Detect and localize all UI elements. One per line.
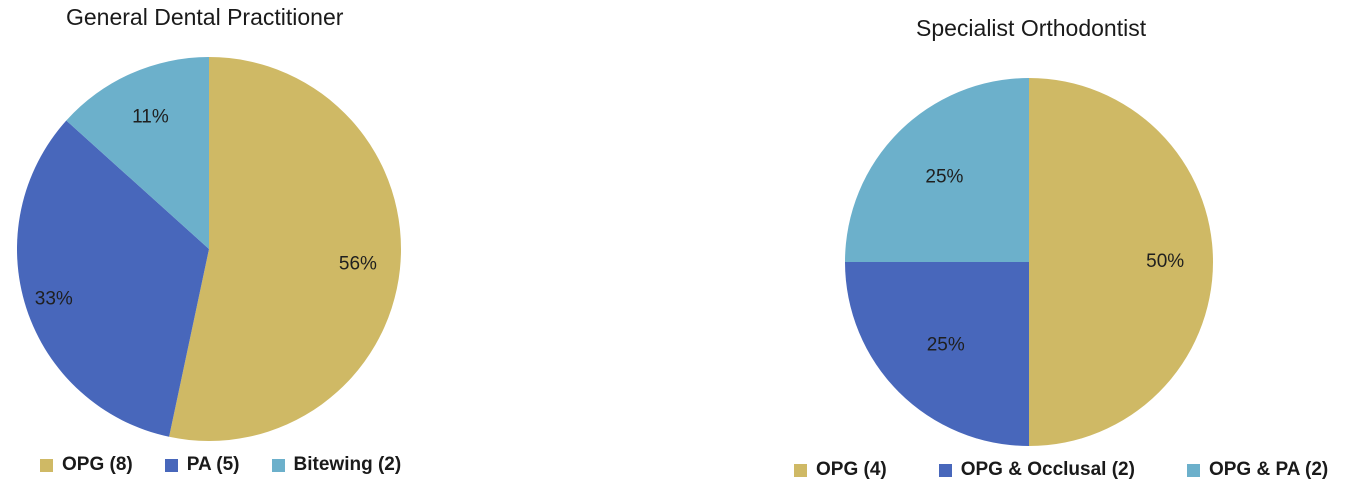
legend-swatch xyxy=(40,458,53,472)
chart-title-specialist-orthodontist: Specialist Orthodontist xyxy=(916,15,1147,41)
legend-specialist-orthodontist: OPG (4) OPG & Occlusal (2) OPG & PA (2) xyxy=(794,459,1348,481)
legend-label: OPG & Occlusal (2) xyxy=(960,459,1135,480)
slice-percent-label-pa-5: 33% xyxy=(35,288,73,309)
legend-item-pa-5: PA (5) xyxy=(164,454,240,476)
legend-general-dental-practitioner: OPG (8) PA (5) Bitewing (2) xyxy=(40,454,433,476)
slice-percent-label-bitewing-2: 11% xyxy=(132,106,169,127)
legend-item-opg-occlusal-2: OPG & Occlusal (2) xyxy=(938,459,1135,481)
legend-swatch xyxy=(1186,463,1200,477)
legend-item-opg-8: OPG (8) xyxy=(40,454,133,476)
pie-slice-opg-occlusal-2 xyxy=(845,262,1029,446)
legend-label: OPG & PA (2) xyxy=(1208,459,1329,480)
legend-swatch xyxy=(164,458,178,472)
legend-swatch xyxy=(938,463,952,477)
pie-slice-bitewing-2 xyxy=(66,57,209,249)
pie-slice-pa-5 xyxy=(16,120,210,437)
slice-percent-label-opg-8: 56% xyxy=(339,254,377,275)
pie-slice-opg-4 xyxy=(1029,78,1213,446)
legend-swatch xyxy=(271,458,285,472)
pie-slice-opg-pa-2 xyxy=(845,78,1029,262)
legend-label: OPG (8) xyxy=(62,454,133,475)
slice-percent-label-opg-4: 50% xyxy=(1146,251,1184,272)
legend-swatch xyxy=(794,463,807,477)
legend-label: OPG (4) xyxy=(816,459,887,480)
chart-title-general-dental-practitioner: General Dental Practitioner xyxy=(66,4,344,30)
pie-slice-opg-8 xyxy=(169,57,401,441)
slice-percent-label-opg-occlusal-2: 25% xyxy=(927,334,965,355)
legend-item-opg-4: OPG (4) xyxy=(794,459,887,481)
legend-label: PA (5) xyxy=(186,454,240,475)
legend-item-bitewing-2: Bitewing (2) xyxy=(271,454,402,476)
legend-label: Bitewing (2) xyxy=(293,454,402,475)
legend-item-opg-pa-2: OPG & PA (2) xyxy=(1186,459,1329,481)
slice-percent-label-opg-pa-2: 25% xyxy=(925,166,963,187)
